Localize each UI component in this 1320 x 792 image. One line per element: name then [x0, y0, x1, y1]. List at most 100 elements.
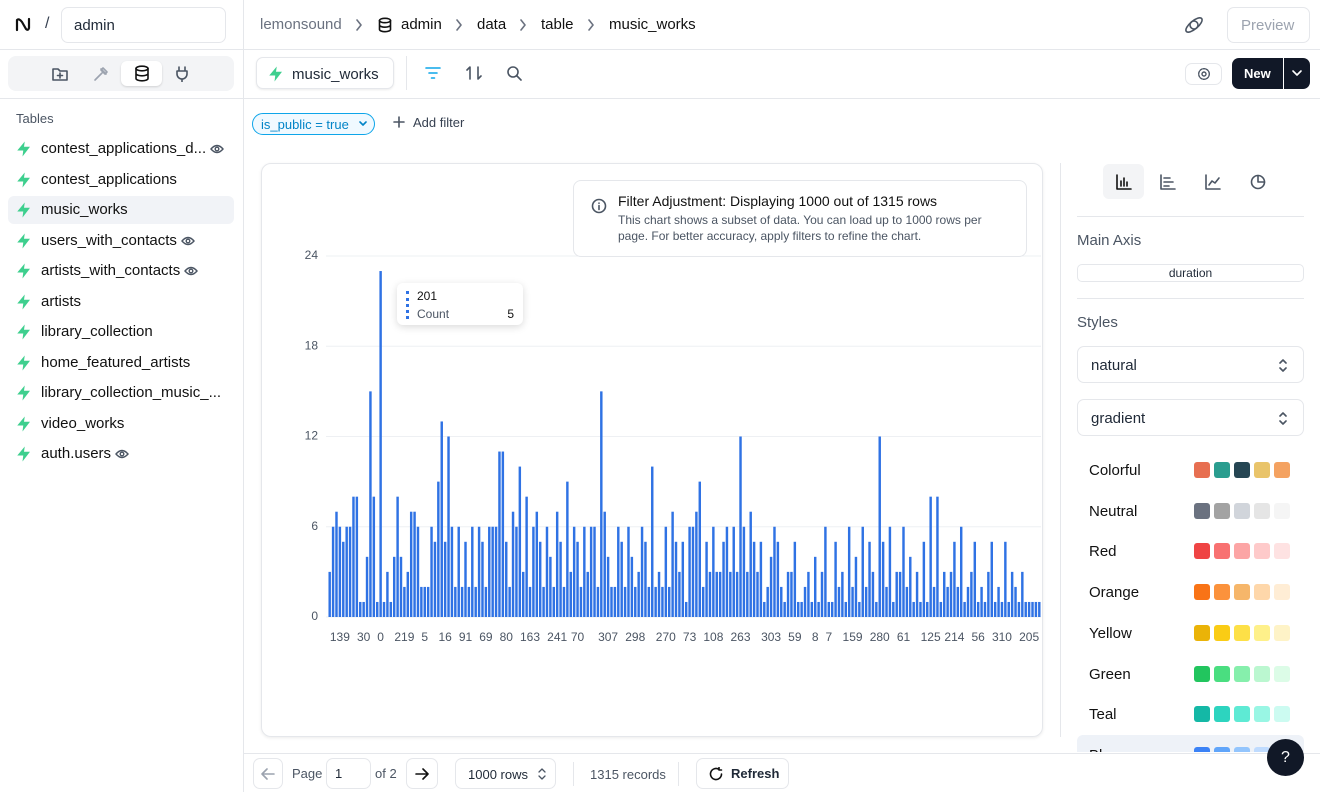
palette-row[interactable]: Green	[1077, 654, 1304, 694]
bar	[637, 571, 640, 617]
bar	[586, 571, 589, 617]
rows-select[interactable]: 1000 rows	[455, 758, 556, 789]
palette-row[interactable]: Colorful	[1077, 450, 1304, 490]
hbar-chart-icon[interactable]	[1160, 174, 1176, 190]
logo[interactable]	[14, 15, 32, 33]
swatch	[1274, 624, 1290, 641]
tab-active[interactable]	[121, 61, 162, 86]
bar	[457, 526, 460, 617]
table-item[interactable]: artists_with_contacts	[8, 257, 234, 285]
palette-row[interactable]: Blue	[1077, 734, 1304, 752]
palette-row[interactable]: Neutral	[1077, 491, 1304, 531]
bar	[1000, 601, 1004, 617]
settings-button[interactable]	[1185, 63, 1222, 85]
help-button[interactable]: ?	[1267, 739, 1304, 776]
bar	[369, 391, 372, 617]
x-tick-label: 70	[571, 630, 585, 644]
bar-chart-icon[interactable]	[1116, 174, 1132, 190]
swatch	[1254, 706, 1270, 723]
x-tick-label: 307	[598, 630, 618, 644]
bar	[657, 571, 661, 617]
add-filter[interactable]: Add filter	[413, 115, 465, 130]
palette-row[interactable]: Teal	[1077, 694, 1304, 734]
bar	[830, 601, 834, 617]
database-icon	[378, 17, 392, 33]
updown-icon	[538, 768, 546, 780]
x-tick-label: 125	[921, 630, 941, 644]
swatch	[1274, 502, 1290, 519]
table-item[interactable]: contest_applications_d...	[8, 135, 234, 163]
new-button[interactable]: New	[1232, 58, 1283, 89]
table-item[interactable]: home_featured_artists	[8, 349, 234, 377]
table-item[interactable]: library_collection_music_...	[8, 379, 234, 407]
tooltip-value: 5	[507, 307, 514, 321]
preview-button[interactable]: Preview	[1227, 7, 1310, 43]
palette-name: Green	[1089, 665, 1131, 683]
breadcrumb-item[interactable]: admin	[401, 16, 442, 33]
table-item[interactable]: artists	[8, 288, 234, 316]
filter-icon[interactable]	[425, 66, 441, 80]
bar	[338, 526, 342, 617]
new-dropdown[interactable]	[1284, 58, 1310, 89]
bolt-icon	[17, 141, 30, 157]
bar	[827, 601, 831, 617]
sort-icon[interactable]	[466, 65, 482, 81]
bar	[664, 526, 668, 617]
filter-label: is_public = true	[261, 117, 349, 132]
table-item[interactable]: auth.users	[8, 440, 234, 468]
refresh-button[interactable]: Refresh	[696, 758, 789, 789]
plus-icon[interactable]	[393, 116, 405, 128]
tool-icon[interactable]	[93, 66, 109, 82]
x-tick-label: 303	[761, 630, 781, 644]
bar	[505, 541, 508, 617]
bar	[776, 541, 780, 617]
next-page[interactable]	[406, 758, 438, 789]
project-select[interactable]: admin	[61, 7, 226, 43]
curve-select[interactable]: natural	[1077, 346, 1304, 383]
breadcrumb-item[interactable]: lemonsound	[260, 16, 342, 33]
bar	[946, 586, 949, 617]
table-item[interactable]: contest_applications	[8, 166, 234, 194]
bar	[701, 586, 705, 617]
palette-row[interactable]: Red	[1077, 531, 1304, 571]
plug-icon[interactable]	[174, 66, 190, 82]
pie-chart-icon[interactable]	[1250, 174, 1266, 190]
bar	[491, 526, 494, 617]
bar	[783, 601, 786, 617]
x-tick-label: 241	[547, 630, 567, 644]
table-item[interactable]: library_collection	[8, 318, 234, 346]
chevron	[456, 19, 462, 31]
table-tab[interactable]: music_works	[256, 57, 394, 89]
line-chart-icon[interactable]	[1205, 174, 1221, 190]
database-icon[interactable]	[134, 65, 150, 82]
bar	[613, 586, 617, 617]
bar	[1021, 571, 1024, 617]
bar	[420, 586, 423, 617]
bar	[790, 571, 793, 617]
bolt-icon	[17, 446, 30, 462]
filter-chip[interactable]: is_public = true	[252, 113, 375, 135]
table-item[interactable]: users_with_contacts	[8, 227, 234, 255]
axis-field[interactable]: duration	[1077, 264, 1304, 282]
status-icon[interactable]	[1182, 13, 1206, 37]
bar	[450, 526, 454, 617]
bolt-icon	[17, 294, 30, 309]
prev-page[interactable]	[253, 758, 283, 789]
tab-label: music_works	[292, 66, 379, 83]
x-tick-label: 263	[731, 630, 751, 644]
search-icon[interactable]	[506, 65, 522, 81]
breadcrumb-item[interactable]: data	[477, 16, 507, 33]
fill-select[interactable]: gradient	[1077, 399, 1304, 436]
bar	[386, 571, 389, 617]
palette-row[interactable]: Orange	[1077, 572, 1304, 612]
bar	[549, 556, 552, 617]
palette-name: Red	[1089, 543, 1117, 561]
swatch	[1214, 462, 1230, 478]
palette-row[interactable]: Yellow	[1077, 613, 1304, 653]
table-item[interactable]: music_works	[8, 196, 234, 224]
page-input[interactable]: 1	[326, 758, 371, 789]
table-item[interactable]: video_works	[8, 410, 234, 438]
folder-icon[interactable]	[52, 66, 68, 82]
breadcrumb-item[interactable]: table	[541, 16, 574, 33]
bar	[437, 481, 440, 617]
